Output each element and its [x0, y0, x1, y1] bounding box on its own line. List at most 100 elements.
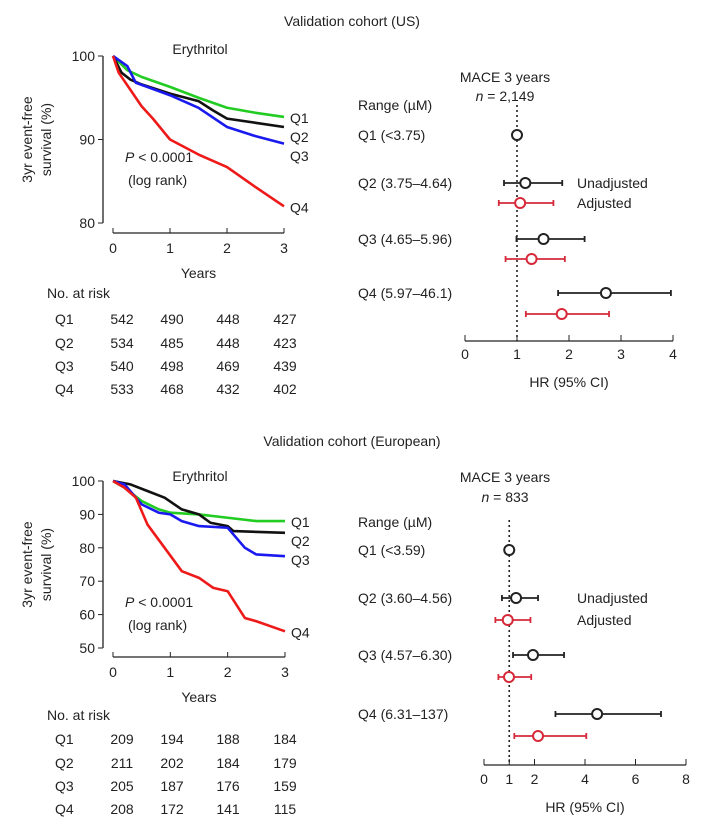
risk-cell: 159 — [273, 778, 297, 794]
risk-row-label: Q2 — [55, 755, 74, 771]
forest-x-tick-label: 4 — [581, 771, 589, 787]
km-test-label: (log rank) — [128, 617, 187, 633]
legend-unadjusted: Unadjusted — [577, 175, 648, 191]
forest-n-label: n — [481, 489, 489, 505]
forest-row-label: Q3 (4.65–5.96) — [358, 231, 452, 247]
forest-range-header: Range (µM) — [358, 514, 432, 530]
forest-point-adjusted — [532, 730, 545, 742]
km-y-tick-label: 90 — [79, 132, 95, 148]
legend-unadjusted: Unadjusted — [577, 590, 648, 606]
panel-heading: Validation cohort (US) — [284, 13, 420, 29]
risk-cell: 439 — [273, 358, 297, 374]
risk-cell: 194 — [160, 731, 184, 747]
forest-point-unadjusted — [503, 544, 516, 556]
risk-cell: 211 — [111, 755, 134, 771]
risk-cell: 448 — [216, 335, 240, 351]
risk-cell: 533 — [110, 381, 134, 397]
forest-point-unadjusted — [537, 233, 550, 245]
km-y-tick-label: 50 — [79, 640, 95, 656]
km-series-label: Q2 — [291, 533, 310, 549]
km-curve-q4 — [111, 55, 285, 208]
forest-x-tick-label: 1 — [513, 346, 521, 362]
km-ylabel: 3yr event-free — [19, 96, 35, 183]
forest-row-label: Q2 (3.75–4.64) — [358, 175, 452, 191]
km-series-label: Q3 — [291, 552, 310, 568]
km-pvalue-p: P — [125, 594, 135, 610]
forest-point-adjusted — [501, 614, 514, 626]
forest-row-label: Q4 (5.97–46.1) — [358, 285, 452, 301]
risk-cell: 498 — [160, 358, 184, 374]
risk-row-label: Q1 — [55, 731, 74, 747]
risk-cell: 485 — [160, 335, 184, 351]
km-ylabel: survival (%) — [38, 103, 54, 176]
km-ylabel: survival (%) — [38, 528, 54, 601]
km-test-label: (log rank) — [128, 172, 187, 188]
forest-x-tick-label: 1 — [505, 771, 513, 787]
risk-cell: 141 — [216, 801, 240, 817]
km-x-tick-label: 1 — [166, 664, 174, 680]
km-curve-q2 — [112, 479, 286, 535]
forest-x-tick-label: 2 — [531, 771, 539, 787]
risk-cell: 542 — [110, 311, 134, 327]
forest-x-tick-label: 4 — [669, 346, 677, 362]
km-curve-q2 — [111, 55, 285, 129]
forest-title: MACE 3 years — [460, 69, 550, 85]
risk-cell: 423 — [273, 335, 297, 351]
forest-row-label: Q3 (4.57–6.30) — [358, 647, 452, 663]
risk-cell: 205 — [110, 778, 134, 794]
km-pvalue-text: < 0.0001 — [134, 594, 193, 610]
risk-cell: 468 — [160, 381, 184, 397]
km-y-tick-label: 100 — [72, 48, 96, 64]
risk-cell: 490 — [160, 311, 184, 327]
km-series-label: Q2 — [290, 129, 309, 145]
forest-row-label: Q1 (<3.59) — [358, 542, 425, 558]
forest-point-adjusted — [525, 253, 538, 265]
legend-adjusted: Adjusted — [577, 195, 631, 211]
forest-n: n = 2,149 — [476, 88, 535, 104]
km-y-tick-label: 100 — [72, 473, 96, 489]
forest-row-label: Q4 (6.31–137) — [358, 706, 448, 722]
km-y-tick-label: 70 — [79, 573, 95, 589]
risk-table-title: No. at risk — [47, 707, 111, 723]
km-xlabel: Years — [181, 265, 216, 281]
risk-row-label: Q3 — [55, 358, 74, 374]
risk-row-label: Q2 — [55, 335, 74, 351]
km-pvalue: P < 0.0001 — [125, 149, 193, 165]
km-y-tick-label: 80 — [79, 540, 95, 556]
forest-x-tick-label: 6 — [632, 771, 640, 787]
legend-adjusted: Adjusted — [577, 612, 631, 628]
forest-title: MACE 3 years — [460, 469, 550, 485]
risk-cell: 176 — [216, 778, 240, 794]
km-y-tick-label: 90 — [79, 506, 95, 522]
km-series-label: Q4 — [291, 624, 310, 640]
risk-cell: 540 — [110, 358, 134, 374]
forest-n-label: n — [476, 88, 484, 104]
risk-row-label: Q1 — [55, 311, 74, 327]
forest-point-unadjusted — [510, 592, 523, 604]
forest-xlabel: HR (95% CI) — [545, 799, 624, 815]
km-x-tick-label: 2 — [224, 664, 232, 680]
km-series-label: Q3 — [290, 148, 309, 164]
km-pvalue: P < 0.0001 — [125, 594, 193, 610]
forest-row-label: Q2 (3.60–4.56) — [358, 590, 452, 606]
risk-cell: 427 — [273, 311, 297, 327]
km-x-tick-label: 2 — [223, 240, 231, 256]
km-title: Erythritol — [172, 41, 227, 57]
km-title: Erythritol — [172, 468, 227, 484]
km-curve-q3 — [112, 54, 285, 145]
risk-cell: 184 — [273, 731, 297, 747]
forest-point-adjusted — [555, 308, 568, 320]
km-x-tick-label: 0 — [109, 240, 117, 256]
km-x-tick-label: 3 — [280, 240, 288, 256]
risk-row-label: Q3 — [55, 778, 74, 794]
forest-point-unadjusted — [599, 287, 612, 299]
forest-n-value: = 833 — [489, 489, 529, 505]
risk-cell: 184 — [216, 755, 240, 771]
risk-table-title: No. at risk — [47, 285, 111, 301]
forest-row-label: Q1 (<3.75) — [358, 127, 425, 143]
km-xlabel: Years — [181, 689, 216, 705]
forest-n-value: = 2,149 — [483, 88, 534, 104]
forest-x-tick-label: 0 — [480, 771, 488, 787]
